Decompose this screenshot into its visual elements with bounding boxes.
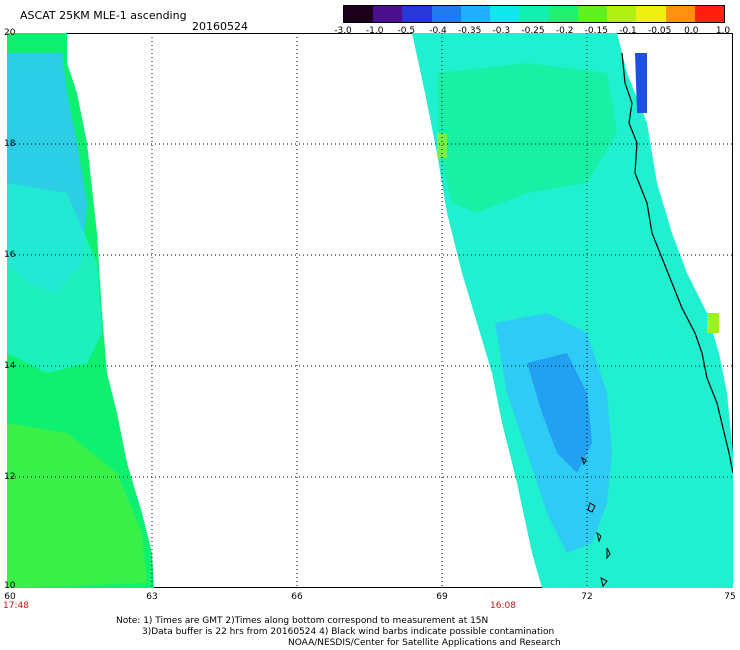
color-scale-segment bbox=[694, 6, 725, 22]
color-scale-segment bbox=[490, 6, 520, 22]
island-5 bbox=[600, 577, 608, 588]
color-scale-segment bbox=[548, 6, 578, 22]
lat-label-16: 16 bbox=[4, 250, 16, 260]
note-line-1: Note: 1) Times are GMT 2)Times along bot… bbox=[116, 616, 489, 626]
color-scale-segment bbox=[460, 6, 491, 22]
coastline bbox=[621, 52, 733, 474]
color-scale-label: 0.0 bbox=[684, 26, 699, 36]
lat-label-20: 20 bbox=[4, 28, 16, 38]
island-2 bbox=[587, 502, 596, 513]
right-swath-green-patch bbox=[437, 63, 617, 213]
right-swath-deep-blue bbox=[527, 353, 592, 473]
left-swath-green-patch bbox=[7, 423, 147, 588]
product-title: ASCAT 25KM MLE-1 ascending bbox=[20, 9, 187, 22]
product-date: 20160524 bbox=[192, 20, 248, 33]
color-scale-labels: -3.0 -1.0 -0.5 -0.4 -0.35 -0.3 -0.25 -0.2 -0.15 -… bbox=[333, 26, 733, 38]
color-scale-segment bbox=[402, 6, 432, 22]
lon-label-60: 60 bbox=[4, 592, 16, 602]
color-scale-label: -0.5 bbox=[397, 26, 416, 36]
island-1 bbox=[581, 457, 587, 466]
lat-label-10: 10 bbox=[4, 581, 16, 591]
color-scale-label: -0.4 bbox=[429, 26, 447, 36]
color-scale-label: -0.25 bbox=[521, 26, 545, 36]
gridlines bbox=[7, 33, 733, 588]
lon-label-63: 63 bbox=[146, 592, 158, 602]
time-label-right: 16:08 bbox=[490, 601, 516, 611]
note-line-2: 3)Data buffer is 22 hrs from 20160524 4)… bbox=[142, 627, 555, 637]
left-swath-cyan-patch bbox=[7, 183, 102, 373]
note-line-3: NOAA/NESDIS/Center for Satellite Applica… bbox=[288, 638, 561, 648]
right-swath-east-blue bbox=[635, 53, 647, 113]
lon-label-72: 72 bbox=[581, 592, 593, 602]
color-scale-label: -0.3 bbox=[492, 26, 511, 36]
lat-label-12: 12 bbox=[4, 472, 16, 482]
color-scale-label: -0.35 bbox=[458, 26, 482, 36]
color-scale-segment bbox=[607, 6, 637, 22]
color-scale-segment bbox=[636, 6, 666, 22]
right-swath-yellow-patch bbox=[707, 313, 719, 333]
color-scale-label: -1.0 bbox=[365, 26, 384, 36]
color-scale-label: -3.0 bbox=[334, 26, 352, 36]
lat-label-18: 18 bbox=[4, 139, 16, 149]
color-scale-label: -0.15 bbox=[584, 26, 608, 36]
color-scale-segment bbox=[373, 6, 403, 22]
color-scale-bar bbox=[343, 5, 725, 23]
color-scale-label: 1.0 bbox=[715, 26, 731, 36]
time-label-left: 17:48 bbox=[3, 601, 29, 611]
wind-map bbox=[7, 33, 733, 588]
color-scale-label: -0.2 bbox=[555, 26, 574, 36]
island-3 bbox=[596, 531, 602, 543]
color-scale-segment bbox=[577, 6, 608, 22]
lon-label-75: 75 bbox=[724, 592, 736, 602]
island-4 bbox=[606, 547, 611, 560]
right-swath bbox=[412, 33, 733, 588]
lat-label-14: 14 bbox=[4, 361, 16, 371]
color-scale-label: -0.1 bbox=[619, 26, 637, 36]
lon-label-69: 69 bbox=[436, 592, 448, 602]
footnotes: Note: 1) Times are GMT 2)Times along bot… bbox=[116, 616, 561, 649]
color-scale-segment bbox=[431, 6, 461, 22]
color-scale-segment bbox=[519, 6, 549, 22]
color-scale-segment bbox=[344, 6, 374, 22]
color-scale-label: -0.05 bbox=[648, 26, 672, 36]
color-scale-segment bbox=[665, 6, 695, 22]
lon-label-66: 66 bbox=[291, 592, 303, 602]
